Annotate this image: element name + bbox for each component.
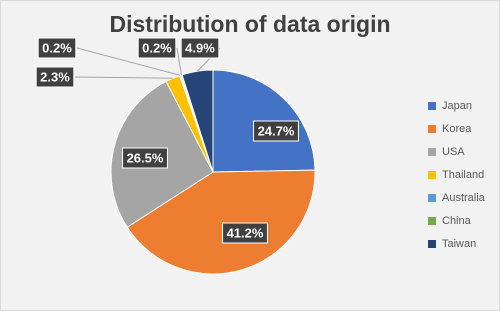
legend-swatch [428,148,436,156]
legend-label: Thailand [442,169,484,181]
data-label-box [137,37,177,59]
legend-swatch [428,240,436,248]
data-label-box [253,120,299,142]
data-label-box [35,66,75,88]
legend-label: Korea [442,123,472,135]
legend-swatch [428,102,436,110]
legend-label: Taiwan [442,238,476,250]
leader-line [176,47,182,76]
chart-title: Distribution of data origin [109,11,390,37]
data-label-box [222,222,268,244]
legend-swatch [428,125,436,133]
data-label-box [180,37,220,59]
legend-label: Australia [442,192,486,204]
data-label: 0.2% [42,40,72,55]
data-label: 0.2% [142,40,172,55]
legend-swatch [428,194,436,202]
legend-label: USA [442,146,465,158]
leader-line [74,76,173,79]
legend-swatch [428,217,436,225]
data-label-box [122,147,168,169]
data-label: 41.2% [227,225,264,240]
data-label-box [37,37,77,59]
data-label: 24.7% [258,123,295,138]
legend-label: Japan [442,100,472,112]
leader-line [76,47,181,76]
pie-slice [126,169,316,275]
data-label: 2.3% [40,69,70,84]
pie-slice [181,69,214,173]
data-label: 4.9% [185,40,215,55]
data-label: 26.5% [127,150,164,165]
legend-label: China [442,215,472,227]
legend-swatch [428,171,436,179]
